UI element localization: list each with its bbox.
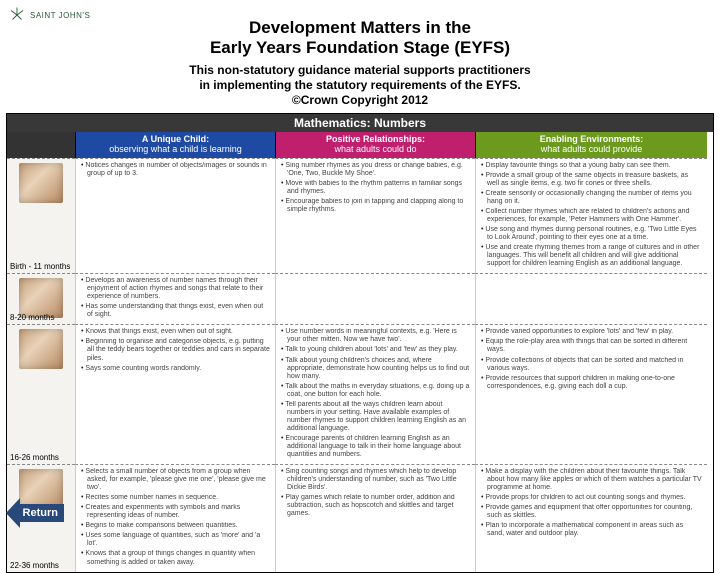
cell-unique: Notices changes in number of objects/ima… <box>75 158 275 274</box>
cell-positive: Sing counting songs and rhymes which hel… <box>275 464 475 572</box>
list-item: Develops an awareness of number names th… <box>81 277 270 301</box>
age-cell: Birth - 11 months <box>7 158 75 274</box>
pillar-headers: A Unique Child:observing what a child is… <box>7 132 713 158</box>
list-item: Knows that things exist, even when out o… <box>81 328 270 336</box>
cell-unique: Knows that things exist, even when out o… <box>75 324 275 464</box>
cell-unique: Develops an awareness of number names th… <box>75 273 275 324</box>
list-item: Recites some number names in sequence. <box>81 494 270 502</box>
cell-enabling <box>475 273 707 324</box>
cell-enabling: Provide varied opportunities to explore … <box>475 324 707 464</box>
copyright: ©Crown Copyright 2012 <box>0 93 720 107</box>
topic-header: Mathematics: Numbers <box>7 114 713 132</box>
age-cell: 8-20 months <box>7 273 75 324</box>
list-item: Knows that a group of things changes in … <box>81 550 270 566</box>
list-item: Sing counting songs and rhymes which hel… <box>281 468 470 492</box>
age-label: Birth - 11 months <box>10 262 72 271</box>
page-title: Development Matters in the Early Years F… <box>0 18 720 59</box>
list-item: Provide a small group of the same object… <box>481 172 702 188</box>
list-item: Talk about the maths in everyday situati… <box>281 383 470 399</box>
list-item: Provide resources that support children … <box>481 375 702 391</box>
title-line-2: Early Years Foundation Stage (EYFS) <box>210 38 510 57</box>
subtitle: This non-statutory guidance material sup… <box>0 63 720 93</box>
child-photo <box>19 278 63 318</box>
list-item: Says some counting words randomly. <box>81 365 270 373</box>
list-item: Equip the role-play area with things tha… <box>481 338 702 354</box>
age-header <box>7 132 75 158</box>
list-item: Use and create rhyming themes from a ran… <box>481 244 702 268</box>
age-cell: 16-26 months <box>7 324 75 464</box>
title-line-1: Development Matters in the <box>249 18 471 37</box>
list-item: Has some understanding that things exist… <box>81 303 270 319</box>
list-item: Plan to incorporate a mathematical compo… <box>481 522 702 538</box>
brand-name: SAINT JOHN'S <box>30 11 90 20</box>
table-row: 16-26 months Knows that things exist, eve… <box>7 324 713 464</box>
table-row: 22-36 months Selects a small number of ob… <box>7 464 713 572</box>
list-item: Encourage parents of children learning E… <box>281 435 470 459</box>
list-item: Provide props for children to act out co… <box>481 494 702 502</box>
leaf-icon <box>8 6 26 24</box>
list-item: Use song and rhymes during personal rout… <box>481 226 702 242</box>
cell-positive: Use number words in meaningful contexts,… <box>275 324 475 464</box>
list-item: Selects a small number of objects from a… <box>81 468 270 492</box>
list-item: Tell parents about all the ways children… <box>281 401 470 433</box>
pillar-enabling-environments: Enabling Environments:what adults could … <box>475 132 707 158</box>
table-row: 8-20 months Develops an awareness of numb… <box>7 273 713 324</box>
cell-enabling: Display favourite things so that a young… <box>475 158 707 274</box>
list-item: Talk about young children's choices and,… <box>281 357 470 381</box>
list-item: Notices changes in number of objects/ima… <box>81 162 270 178</box>
list-item: Provide collections of objects that can … <box>481 357 702 373</box>
cell-enabling: Make a display with the children about t… <box>475 464 707 572</box>
list-item: Play games which relate to number order,… <box>281 494 470 518</box>
list-item: Create sensorily or occasionally changin… <box>481 190 702 206</box>
age-label: 8-20 months <box>10 313 72 322</box>
list-item: Encourage babies to join in tapping and … <box>281 198 470 214</box>
list-item: Provide games and equipment that offer o… <box>481 504 702 520</box>
cell-positive <box>275 273 475 324</box>
list-item: Begins to make comparisons between quant… <box>81 522 270 530</box>
pillar-unique-child: A Unique Child:observing what a child is… <box>75 132 275 158</box>
list-item: Sing number rhymes as you dress or chang… <box>281 162 470 178</box>
age-label: 22-36 months <box>10 561 72 570</box>
list-item: Use number words in meaningful contexts,… <box>281 328 470 344</box>
brand-logo: SAINT JOHN'S <box>8 6 90 24</box>
list-item: Move with babies to the rhythm patterns … <box>281 180 470 196</box>
list-item: Uses some language of quantities, such a… <box>81 532 270 548</box>
list-item: Display favourite things so that a young… <box>481 162 702 170</box>
pillar-positive-relationships: Positive Relationships:what adults could… <box>275 132 475 158</box>
list-item: Beginning to organise and categorise obj… <box>81 338 270 362</box>
list-item: Talk to young children about 'lots' and … <box>281 346 470 354</box>
list-item: Provide varied opportunities to explore … <box>481 328 702 336</box>
development-table: Mathematics: Numbers A Unique Child:obse… <box>6 113 714 573</box>
return-label: Return <box>23 507 58 519</box>
return-button[interactable]: Return <box>6 496 64 530</box>
age-label: 16-26 months <box>10 453 72 462</box>
page-header: Development Matters in the Early Years F… <box>0 0 720 107</box>
child-photo <box>19 163 63 203</box>
child-photo <box>19 329 63 369</box>
cell-positive: Sing number rhymes as you dress or chang… <box>275 158 475 274</box>
list-item: Make a display with the children about t… <box>481 468 702 492</box>
list-item: Collect number rhymes which are related … <box>481 208 702 224</box>
list-item: Creates and experiments with symbols and… <box>81 504 270 520</box>
cell-unique: Selects a small number of objects from a… <box>75 464 275 572</box>
table-row: Birth - 11 months Notices changes in numb… <box>7 158 713 274</box>
